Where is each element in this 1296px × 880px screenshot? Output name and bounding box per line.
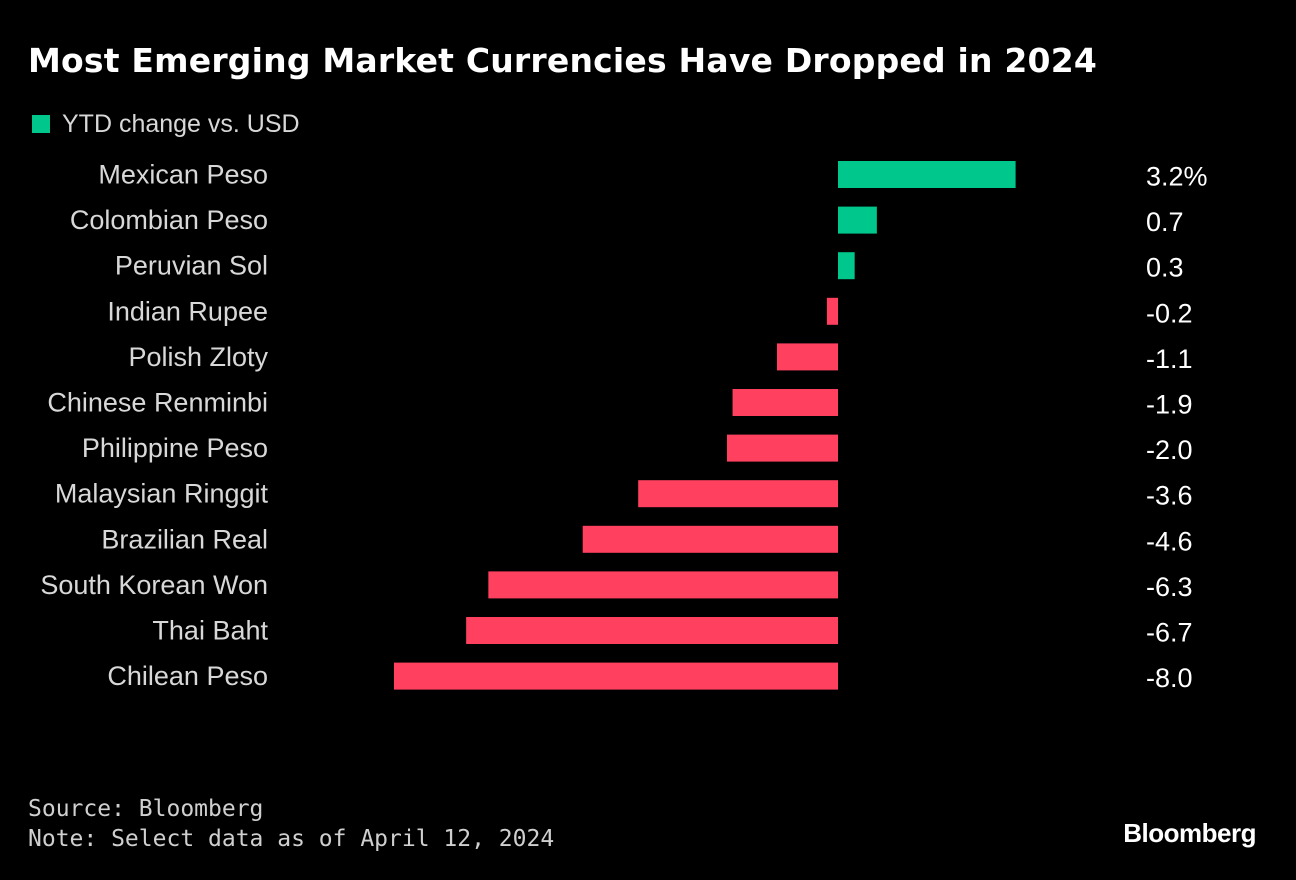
value-label: -6.7 (1146, 618, 1193, 648)
value-label: -0.2 (1146, 298, 1193, 328)
category-label: Malaysian Ringgit (55, 479, 269, 509)
category-label: Brazilian Real (101, 524, 268, 554)
bar (582, 525, 838, 553)
bar (466, 617, 838, 644)
legend-label: YTD change vs. USD (62, 110, 300, 138)
category-label: Philippine Peso (82, 433, 268, 463)
category-label: Colombian Peso (70, 205, 268, 235)
bar (826, 297, 838, 325)
value-label: -4.6 (1146, 526, 1193, 556)
source-note: Source: Bloomberg (28, 796, 264, 822)
bar (776, 343, 838, 371)
category-label: South Korean Won (40, 570, 268, 600)
category-label: Thai Baht (152, 616, 268, 646)
category-label: Chilean Peso (107, 661, 268, 691)
bar-chart: Mexican Peso 3.2% Colombian Peso 0.7 Peruvia… (40, 160, 1208, 694)
chart-title: Most Emerging Market Currencies Have Dro… (28, 41, 1098, 80)
legend-swatch (32, 115, 50, 133)
footer: Source: Bloomberg Note: Select data as o… (28, 794, 554, 854)
bar (488, 571, 838, 599)
value-label: -1.9 (1146, 390, 1193, 420)
legend: YTD change vs. USD (32, 108, 300, 140)
value-label: -3.6 (1146, 481, 1193, 511)
value-label: -6.3 (1146, 572, 1193, 602)
bar (838, 206, 877, 234)
bar (394, 662, 838, 690)
value-label: -8.0 (1146, 663, 1193, 693)
bar (727, 434, 838, 462)
data-note: Note: Select data as of April 12, 2024 (28, 826, 555, 852)
bloomberg-logo: Bloomberg (1123, 818, 1256, 848)
value-label: -1.1 (1146, 344, 1193, 374)
value-label: 0.7 (1146, 207, 1184, 237)
category-label: Polish Zloty (128, 342, 268, 372)
value-label: 0.3 (1146, 253, 1184, 283)
category-label: Chinese Renminbi (47, 388, 268, 418)
value-label: 3.2% (1146, 162, 1208, 192)
value-label: -2.0 (1146, 435, 1193, 465)
bar (638, 480, 838, 508)
bar (732, 389, 838, 416)
bar (838, 252, 855, 280)
category-label: Mexican Peso (98, 160, 268, 190)
category-label: Indian Rupee (107, 296, 268, 326)
bar (838, 161, 1016, 188)
category-label: Peruvian Sol (115, 251, 268, 281)
